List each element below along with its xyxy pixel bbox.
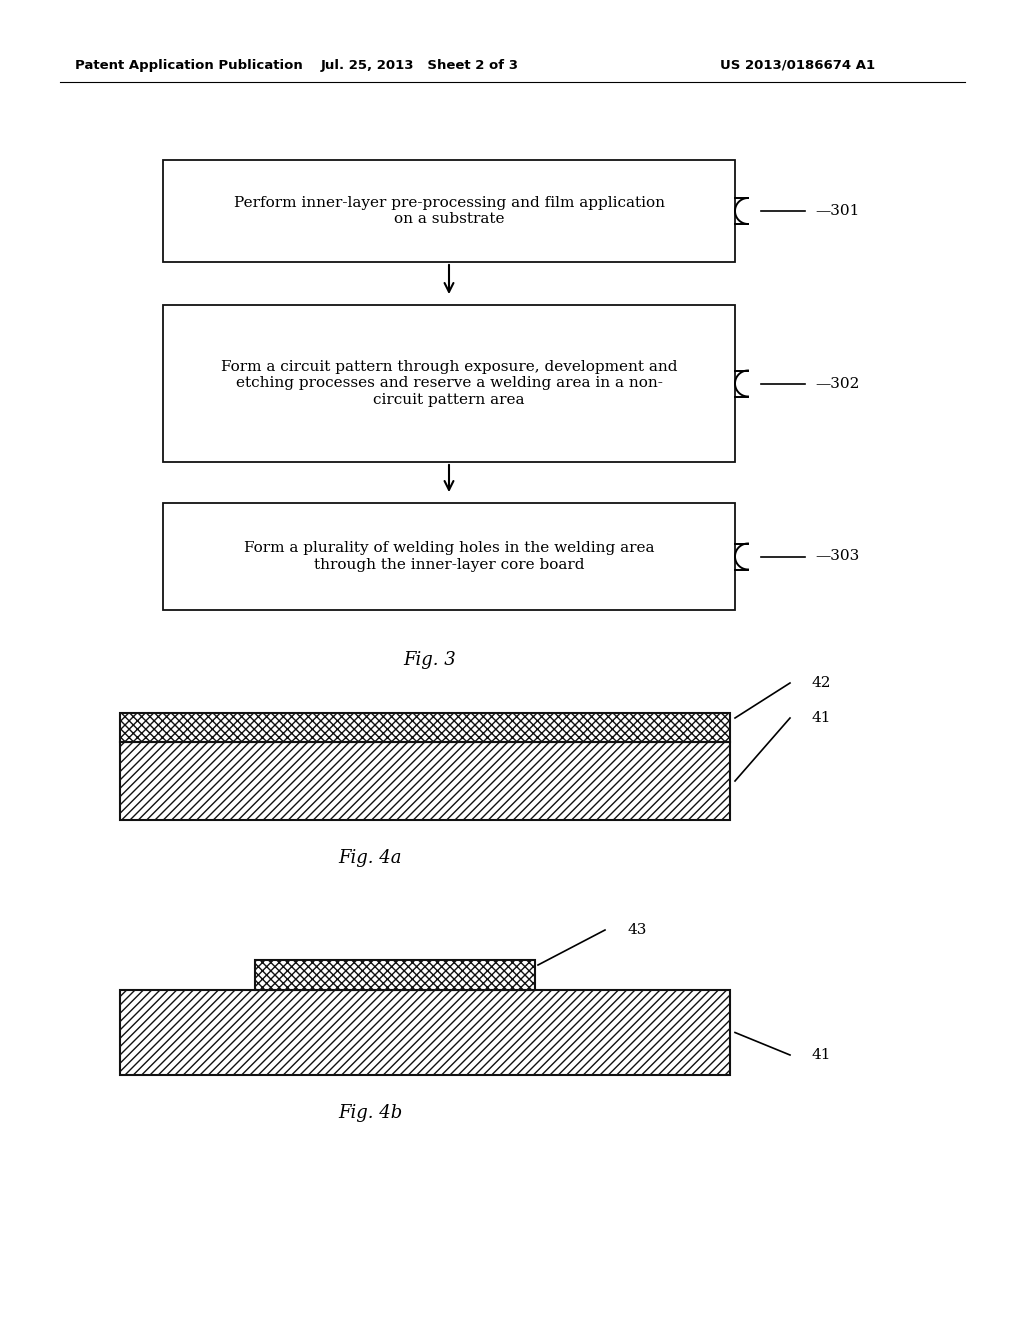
Text: Jul. 25, 2013   Sheet 2 of 3: Jul. 25, 2013 Sheet 2 of 3 [321, 58, 519, 71]
Text: —301: —301 [815, 205, 859, 218]
Text: Form a circuit pattern through exposure, development and
etching processes and r: Form a circuit pattern through exposure,… [221, 360, 677, 407]
Text: —303: —303 [815, 549, 859, 564]
Bar [120, 990, 730, 1074]
Text: Fig. 3: Fig. 3 [403, 651, 457, 669]
Bar [120, 713, 730, 742]
Text: Fig. 4a: Fig. 4a [338, 849, 401, 867]
Bar [255, 960, 535, 990]
Bar [163, 305, 735, 462]
Text: US 2013/0186674 A1: US 2013/0186674 A1 [720, 58, 876, 71]
Text: Form a plurality of welding holes in the welding area
through the inner-layer co: Form a plurality of welding holes in the… [244, 541, 654, 572]
Text: Fig. 4b: Fig. 4b [338, 1104, 402, 1122]
Text: Patent Application Publication: Patent Application Publication [75, 58, 303, 71]
Bar [120, 742, 730, 820]
Text: 42: 42 [812, 676, 831, 690]
Bar [163, 503, 735, 610]
Text: —302: —302 [815, 376, 859, 391]
Text: 41: 41 [812, 711, 831, 725]
Text: 43: 43 [627, 923, 646, 937]
Text: 41: 41 [812, 1048, 831, 1063]
Bar [163, 160, 735, 261]
Text: Perform inner-layer pre-processing and film application
on a substrate: Perform inner-layer pre-processing and f… [233, 195, 665, 226]
